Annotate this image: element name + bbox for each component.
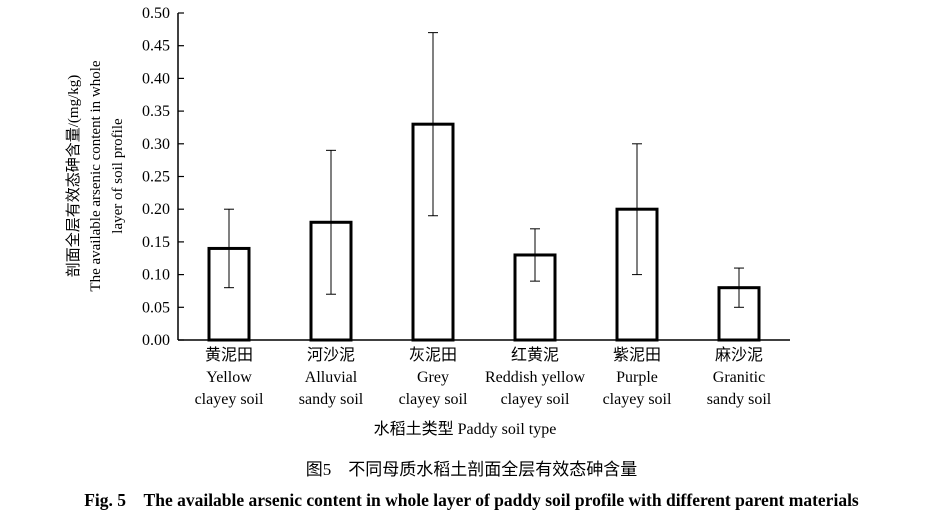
x-category-label: Reddish yellow bbox=[485, 369, 585, 386]
y-tick-label: 0.20 bbox=[142, 201, 170, 218]
x-category-label: 麻沙泥 bbox=[715, 346, 763, 364]
y-tick-label: 0.10 bbox=[142, 267, 170, 284]
x-category-label: clayey soil bbox=[399, 391, 468, 408]
y-tick-label: 0.50 bbox=[142, 5, 170, 22]
x-category-label: 灰泥田 bbox=[409, 346, 457, 364]
y-ticks: 0.00 0.05 0.10 0.15 0.20 0.25 0.30 0.35 0.40 0.45… bbox=[142, 5, 740, 349]
y-axis-label-line: 剖面全层有效态砷含量/(mg/kg) bbox=[64, 75, 82, 278]
y-tick-label: 0.40 bbox=[142, 70, 170, 87]
bar-chart: 0.00 0.05 0.10 0.15 0.20 0.25 0.30 0.35 0.40 0.45… bbox=[64, 5, 790, 438]
x-category-labels: 黄泥田 Yellow clayey soil 河沙泥 Alluvial sandy soi… bbox=[195, 346, 772, 408]
x-axis-label: 水稻土类型 Paddy soil type bbox=[374, 420, 557, 438]
bars bbox=[207, 122, 761, 342]
x-category-label: Alluvial bbox=[305, 369, 358, 386]
y-tick-label: 0.25 bbox=[142, 169, 170, 186]
x-category-label: 黄泥田 bbox=[205, 346, 253, 364]
y-tick-label: 0.15 bbox=[142, 234, 170, 251]
x-category-label: clayey soil bbox=[501, 391, 570, 408]
x-category-label: 紫泥田 bbox=[613, 346, 661, 364]
y-tick-label: 0.00 bbox=[142, 332, 170, 349]
y-tick-label: 0.30 bbox=[142, 136, 170, 153]
y-axis-label-line: The available arsenic content in whole bbox=[88, 60, 104, 291]
x-category-label: Grey bbox=[417, 369, 449, 386]
x-category-label: 河沙泥 bbox=[307, 346, 355, 364]
y-tick-label: 0.45 bbox=[142, 38, 170, 55]
figure-caption-chinese: 图5 不同母质水稻土剖面全层有效态砷含量 bbox=[305, 460, 638, 479]
figure-caption-english: Fig. 5 The available arsenic content in … bbox=[84, 490, 859, 510]
x-category-label: sandy soil bbox=[299, 391, 364, 408]
y-axis-label: 剖面全层有效态砷含量/(mg/kg) The available arsenic … bbox=[64, 60, 126, 291]
x-category-label: Yellow bbox=[206, 369, 252, 386]
y-tick-label: 0.35 bbox=[142, 103, 170, 120]
y-tick-label: 0.05 bbox=[142, 299, 170, 316]
x-category-label: Purple bbox=[616, 369, 658, 386]
axes bbox=[177, 13, 790, 341]
error-bars bbox=[224, 32, 744, 308]
x-category-label: Granitic bbox=[713, 369, 765, 386]
x-category-label: clayey soil bbox=[195, 391, 264, 408]
x-category-label: clayey soil bbox=[603, 391, 672, 408]
x-category-label: sandy soil bbox=[707, 391, 772, 408]
x-category-label: 红黄泥 bbox=[511, 346, 559, 364]
y-axis-label-line: layer of soil profile bbox=[110, 118, 126, 234]
